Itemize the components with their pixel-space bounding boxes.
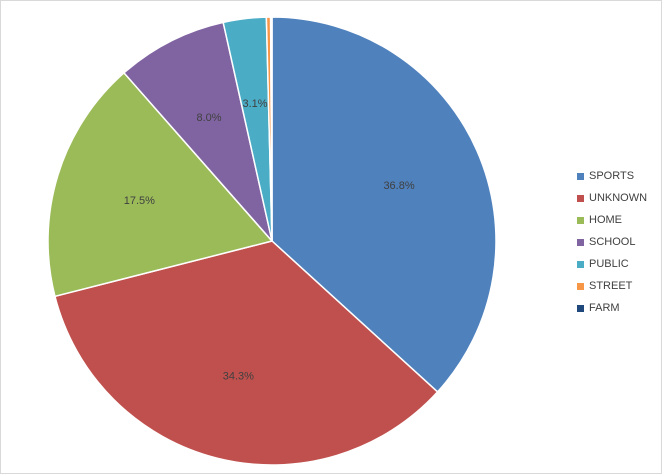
legend-item-farm: FARM [577, 297, 647, 319]
legend-swatch [577, 216, 584, 224]
legend-swatch [577, 304, 584, 312]
legend-swatch [577, 238, 584, 246]
chart-legend: SPORTS UNKNOWN HOME SCHOOL PUBLIC STREET FARM [577, 165, 647, 319]
pie-slice-sports [271, 16, 497, 393]
pie-slices [47, 16, 497, 466]
pie-data-labels: 36.8% 34.3% 17.5% 8.0% 3.1% [124, 98, 415, 383]
legend-swatch [577, 260, 584, 268]
pie-slice-home [47, 71, 274, 298]
pie-slice-unknown [54, 240, 439, 466]
legend-label: STREET [589, 280, 633, 292]
pie-slice-farm [269, 16, 273, 242]
legend-item-unknown: UNKNOWN [577, 187, 647, 209]
legend-swatch [577, 194, 584, 202]
legend-item-street: STREET [577, 275, 647, 297]
legend-item-home: HOME [577, 209, 647, 231]
legend-label: UNKNOWN [589, 192, 648, 204]
legend-label: FARM [589, 302, 620, 314]
data-label-unknown: 34.3% [223, 371, 254, 383]
data-label-sports: 36.8% [383, 180, 414, 192]
legend-label: HOME [589, 214, 622, 226]
legend-label: PUBLIC [589, 258, 629, 270]
legend-swatch [577, 282, 584, 290]
data-label-public: 3.1% [243, 98, 268, 110]
legend-item-sports: SPORTS [577, 165, 647, 187]
data-label-school: 8.0% [196, 112, 221, 124]
legend-label: SPORTS [589, 170, 635, 182]
legend-item-public: PUBLIC [577, 253, 647, 275]
legend-label: SCHOOL [589, 236, 636, 248]
legend-item-school: SCHOOL [577, 231, 647, 253]
legend-swatch [577, 172, 584, 180]
data-label-home: 17.5% [124, 195, 155, 207]
